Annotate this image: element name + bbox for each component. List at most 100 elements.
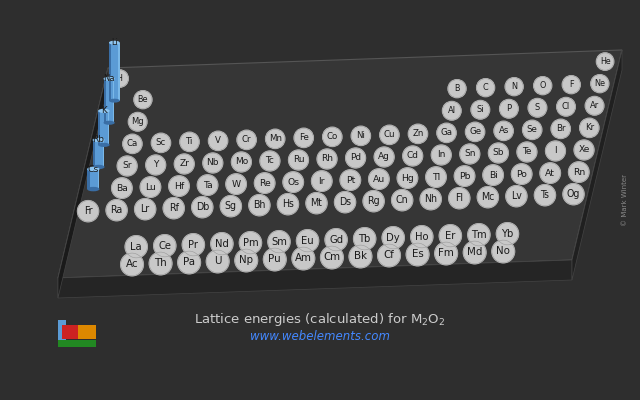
Text: Tc: Tc	[266, 156, 275, 166]
Text: Na: Na	[104, 74, 115, 83]
Text: U: U	[214, 256, 221, 266]
Text: Md: Md	[467, 248, 483, 258]
Circle shape	[232, 152, 252, 172]
Circle shape	[317, 149, 337, 169]
Circle shape	[349, 245, 372, 268]
Text: Sc: Sc	[156, 138, 166, 147]
Text: Ta: Ta	[203, 180, 212, 190]
Text: Br: Br	[556, 124, 566, 133]
Text: Tm: Tm	[471, 230, 486, 240]
Text: Mg: Mg	[131, 117, 144, 126]
Text: Pt: Pt	[346, 176, 355, 184]
Circle shape	[125, 236, 147, 258]
Circle shape	[77, 201, 99, 222]
Circle shape	[591, 75, 609, 93]
Text: Hs: Hs	[282, 199, 294, 209]
Polygon shape	[113, 79, 115, 123]
Text: Rn: Rn	[573, 168, 585, 176]
Circle shape	[123, 134, 142, 154]
Circle shape	[563, 76, 580, 94]
Polygon shape	[108, 111, 109, 145]
Circle shape	[465, 122, 484, 142]
Circle shape	[449, 188, 470, 209]
Text: Ru: Ru	[292, 156, 304, 164]
Circle shape	[174, 154, 194, 174]
Circle shape	[206, 250, 229, 273]
Circle shape	[439, 225, 461, 247]
Text: Rh: Rh	[321, 154, 333, 164]
Polygon shape	[118, 43, 120, 101]
Text: Ca: Ca	[127, 139, 138, 148]
Text: I: I	[554, 146, 557, 156]
Circle shape	[369, 169, 389, 189]
Circle shape	[121, 253, 143, 276]
Circle shape	[335, 192, 356, 213]
Text: Au: Au	[372, 174, 385, 184]
Text: S: S	[535, 103, 540, 112]
Circle shape	[220, 196, 241, 217]
Circle shape	[351, 126, 371, 146]
Circle shape	[260, 151, 280, 171]
Circle shape	[483, 165, 503, 185]
Circle shape	[534, 185, 556, 206]
Text: Eu: Eu	[301, 236, 314, 246]
Bar	[99, 111, 109, 145]
Text: Pm: Pm	[243, 238, 259, 248]
Text: Ho: Ho	[415, 232, 429, 242]
Circle shape	[154, 235, 176, 257]
Circle shape	[149, 252, 172, 275]
Circle shape	[545, 141, 565, 161]
Circle shape	[382, 227, 404, 249]
Circle shape	[321, 246, 343, 269]
Text: Ga: Ga	[440, 128, 452, 137]
Text: No: No	[496, 246, 510, 256]
Circle shape	[534, 77, 552, 95]
Circle shape	[134, 199, 156, 220]
Circle shape	[340, 170, 360, 190]
Text: Rg: Rg	[367, 196, 380, 206]
Text: Po: Po	[516, 170, 527, 178]
Text: Cl: Cl	[562, 102, 570, 111]
Text: Es: Es	[412, 250, 424, 260]
Circle shape	[209, 131, 228, 150]
Text: At: At	[545, 168, 555, 178]
Text: Sn: Sn	[464, 150, 476, 158]
Circle shape	[226, 174, 246, 194]
Circle shape	[511, 164, 532, 184]
Text: Hf: Hf	[174, 182, 184, 190]
Text: Pd: Pd	[350, 154, 361, 162]
Text: Ts: Ts	[540, 190, 550, 200]
Text: Nb: Nb	[207, 158, 219, 168]
Circle shape	[517, 142, 537, 162]
Text: La: La	[131, 242, 142, 252]
Ellipse shape	[98, 143, 109, 147]
Circle shape	[178, 251, 200, 274]
Text: Cd: Cd	[406, 152, 419, 160]
Circle shape	[505, 78, 523, 96]
Ellipse shape	[93, 165, 104, 169]
Text: Bk: Bk	[354, 252, 367, 262]
Text: Ar: Ar	[590, 101, 599, 110]
Text: © Mark Winter: © Mark Winter	[622, 174, 628, 226]
Circle shape	[306, 193, 327, 214]
Circle shape	[392, 190, 413, 211]
Circle shape	[129, 112, 147, 131]
Circle shape	[163, 198, 184, 219]
Text: Ds: Ds	[339, 197, 351, 207]
Circle shape	[454, 166, 475, 186]
Circle shape	[203, 153, 223, 173]
Text: Rf: Rf	[169, 203, 179, 213]
Ellipse shape	[104, 77, 115, 81]
Circle shape	[325, 229, 348, 251]
Circle shape	[540, 163, 561, 183]
Circle shape	[492, 240, 515, 263]
Text: Y: Y	[153, 160, 158, 170]
Text: Tb: Tb	[358, 234, 371, 244]
Text: Bi: Bi	[489, 170, 497, 180]
Text: K: K	[101, 106, 107, 115]
Text: As: As	[499, 126, 509, 135]
Circle shape	[397, 168, 418, 188]
Text: Nd: Nd	[215, 239, 229, 249]
Text: Nh: Nh	[424, 194, 437, 204]
Circle shape	[296, 230, 319, 252]
